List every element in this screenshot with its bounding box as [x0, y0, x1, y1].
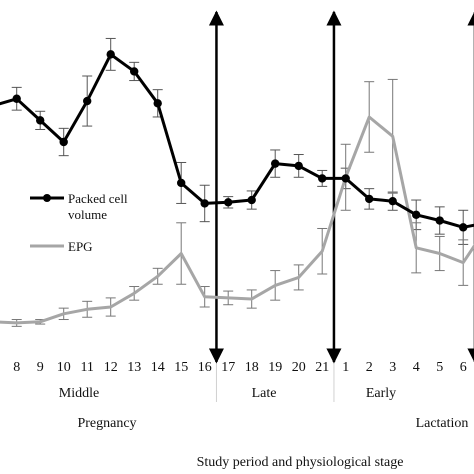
x-tick-label-11: 19 — [268, 360, 282, 375]
pcv-point-3 — [59, 137, 68, 147]
x-tick-label-8: 16 — [198, 360, 212, 375]
pcv-point-4 — [83, 96, 92, 106]
x-tick-label-10: 18 — [245, 360, 259, 375]
pcv-point-10 — [224, 198, 233, 207]
pcv-point-17 — [388, 196, 397, 206]
legend-label-pcv-line2: volume — [68, 207, 107, 222]
legend: Packed cell volume EPG — [30, 191, 128, 254]
series-line-epg — [0, 115, 474, 325]
x-tick-label-0: 8 — [13, 360, 20, 375]
x-tick-label-1: 9 — [37, 360, 44, 375]
legend-label-pcv-line1: Packed cell — [68, 191, 128, 206]
x-tick-label-2: 10 — [57, 360, 71, 375]
x-tick-label-13: 21 — [315, 360, 329, 375]
stage-labels: Middle Late Early Lactation Pregnancy — [59, 386, 469, 431]
x-tick-label-4: 12 — [104, 360, 118, 375]
pcv-point-11 — [247, 195, 256, 205]
x-tick-label-15: 2 — [366, 360, 373, 375]
x-tick-label-3: 11 — [80, 360, 93, 375]
pcv-point-8 — [177, 178, 186, 188]
x-tick-label-17: 4 — [413, 360, 420, 375]
pcv-point-13 — [294, 161, 303, 171]
pcv-point-18 — [412, 210, 421, 220]
pcv-point-15 — [341, 174, 350, 183]
x-tick-label-18: 5 — [436, 360, 443, 375]
x-tick-label-16: 3 — [389, 360, 396, 375]
x-tick-label-7: 15 — [174, 360, 188, 375]
pcv-point-14 — [318, 174, 327, 183]
pcv-point-12 — [271, 159, 280, 168]
pcv-point-9 — [200, 199, 209, 208]
x-tick-label-12: 20 — [292, 360, 306, 375]
error-bars — [11, 37, 469, 327]
legend-label-epg: EPG — [68, 239, 93, 254]
x-tick-label-19: 6 — [460, 360, 467, 375]
period-label-pregnancy: Pregnancy — [77, 416, 136, 431]
legend-marker-pcv — [43, 194, 51, 202]
x-tick-label-6: 14 — [151, 360, 165, 375]
x-tick-label-14: 1 — [342, 360, 349, 375]
data-points — [12, 50, 468, 232]
pcv-point-7 — [153, 99, 162, 108]
pcv-point-5 — [106, 50, 115, 59]
stage-label-middle: Middle — [59, 386, 99, 401]
pcv-point-2 — [36, 116, 45, 125]
x-axis-title: Study period and physiological stage — [197, 455, 404, 470]
pcv-point-6 — [130, 67, 139, 76]
pcv-point-16 — [365, 194, 374, 204]
pcv-point-1 — [12, 94, 21, 103]
x-tick-labels: 891011121314151617181920211234567 — [13, 360, 467, 375]
x-tick-label-9: 17 — [221, 360, 235, 375]
series-lines — [0, 52, 474, 325]
pcv-point-19 — [435, 216, 444, 225]
stage-label-late: Late — [252, 386, 277, 401]
x-tick-label-5: 13 — [127, 360, 141, 375]
pcv-point-20 — [459, 223, 468, 232]
stage-divider-arrows — [208, 10, 474, 364]
stage-label-lactation: Lactation — [416, 416, 469, 431]
stage-label-early: Early — [366, 386, 396, 401]
